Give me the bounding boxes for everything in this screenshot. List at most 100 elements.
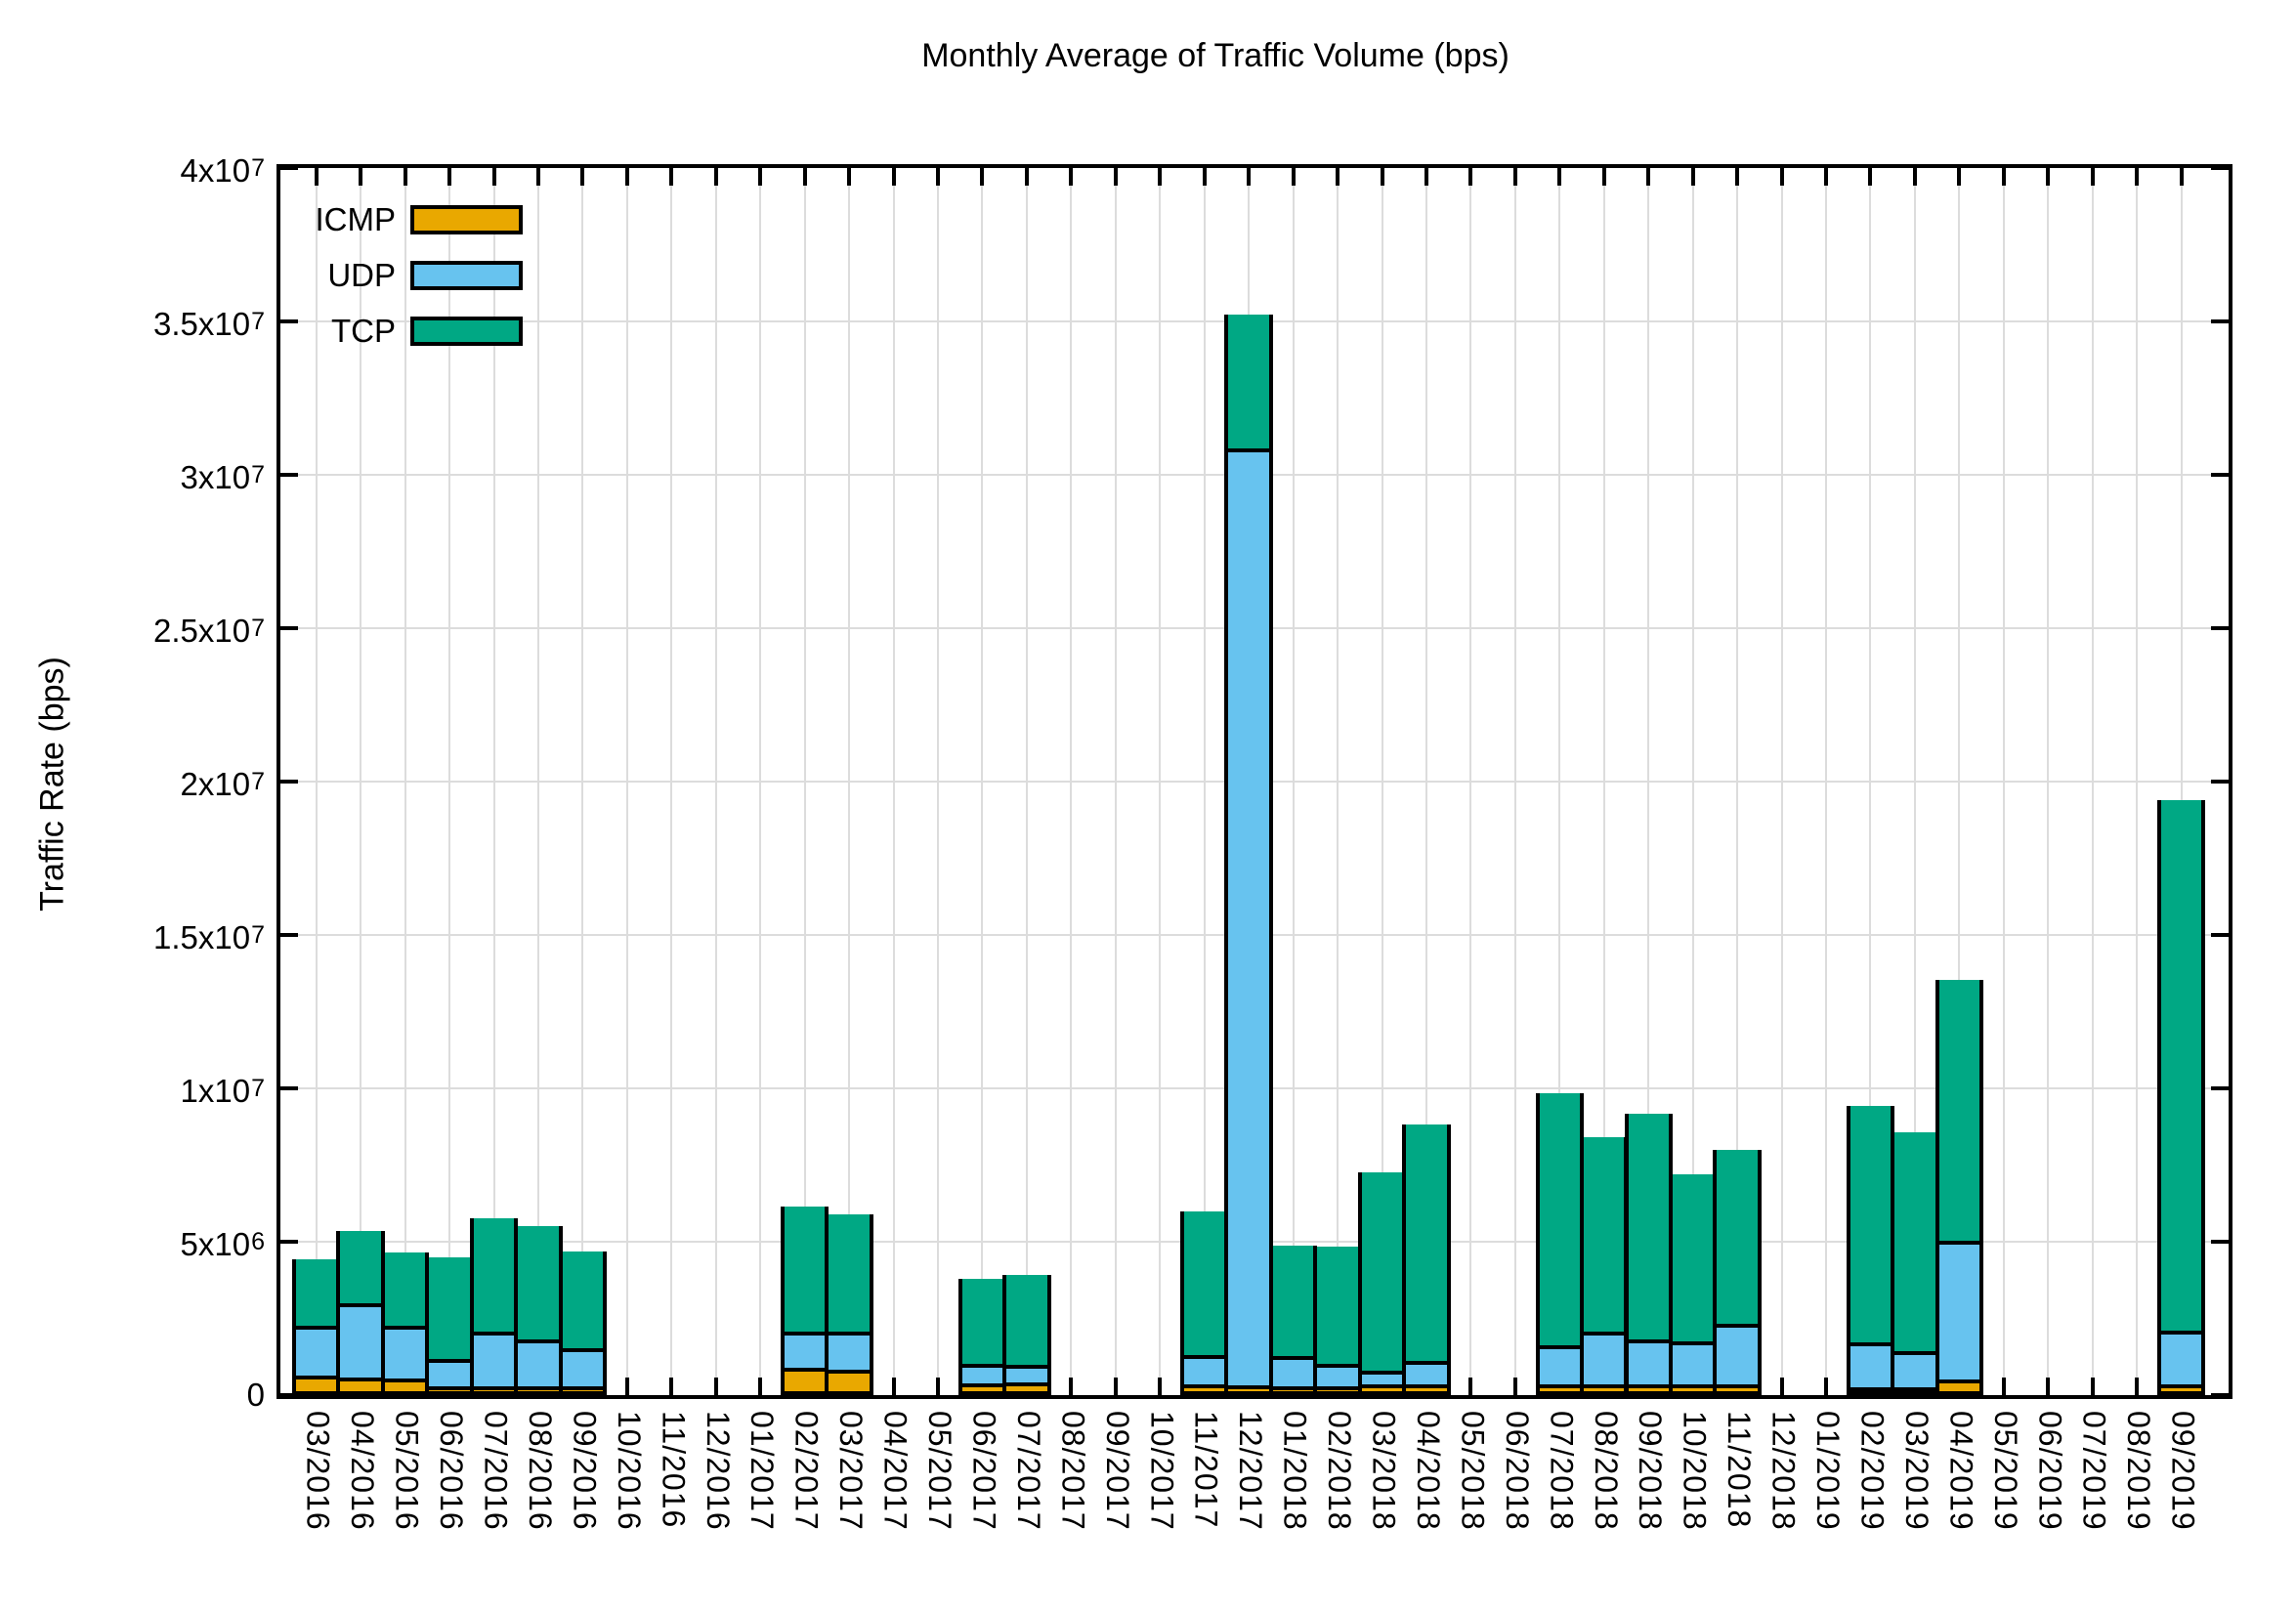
v-gridline (625, 168, 628, 1395)
x-tick-mark-top (936, 168, 941, 186)
v-gridline (1469, 168, 1472, 1395)
segment-border (429, 1385, 470, 1390)
bar-03/2019 (1891, 1131, 1939, 1395)
y-tick-mark-left (280, 1240, 298, 1244)
x-tick-mark-top (1735, 168, 1740, 186)
v-gridline (404, 168, 406, 1395)
x-tick-mark-top (891, 168, 896, 186)
bar-segment-udp (1938, 1243, 1980, 1381)
bar-segment-tcp (1628, 1114, 1669, 1342)
segment-border (1894, 1387, 1935, 1392)
y-tick-mark-right (2211, 780, 2229, 784)
y-tick-mark-right (2211, 319, 2229, 323)
bar-segment-tcp (1584, 1137, 1625, 1334)
v-gridline (581, 168, 584, 1395)
y-tick-mark-right (2211, 1240, 2229, 1244)
x-tick-mark-top (2179, 168, 2184, 186)
bar-segment-tcp (1228, 314, 1269, 450)
x-tick-label: 03/2019 (1898, 1411, 1935, 1531)
bar-10/2018 (1668, 1174, 1718, 1395)
segment-border (1672, 1383, 1714, 1388)
x-tick-label: 06/2019 (2032, 1411, 2068, 1531)
segment-border (518, 1385, 559, 1390)
v-gridline (1025, 168, 1028, 1395)
x-tick-mark-top (669, 168, 674, 186)
segment-border (340, 1378, 381, 1382)
x-tick-mark-top (535, 168, 540, 186)
x-tick-mark-top (758, 168, 763, 186)
bar-11/2017 (1180, 1210, 1229, 1395)
y-tick-label: 1x107 (180, 1073, 265, 1109)
bar-segment-udp (961, 1365, 1003, 1386)
segment-border (1406, 1383, 1447, 1388)
bar-04/2016 (336, 1231, 385, 1395)
x-tick-label: 10/2016 (611, 1411, 647, 1531)
bar-segment-udp (384, 1328, 426, 1381)
x-tick-label: 06/2018 (1499, 1411, 1535, 1531)
segment-border (1938, 1379, 1980, 1383)
x-tick-label: 01/2018 (1277, 1411, 1313, 1531)
x-tick-mark-top (1424, 168, 1428, 186)
x-tick-mark-top (1202, 168, 1207, 186)
segment-border (1361, 1383, 1403, 1388)
v-gridline (892, 168, 895, 1395)
bar-02/2018 (1313, 1247, 1362, 1395)
x-tick-label: 10/2017 (1144, 1411, 1180, 1531)
y-tick-mark-left (280, 1393, 298, 1397)
x-tick-mark-top (359, 168, 363, 186)
bar-03/2017 (825, 1214, 873, 1395)
segment-border (429, 1358, 470, 1363)
x-tick-label: 01/2017 (744, 1411, 781, 1531)
v-gridline (759, 168, 762, 1395)
segment-border (1006, 1364, 1047, 1369)
v-gridline (2180, 168, 2183, 1395)
x-tick-mark-top (1158, 168, 1163, 186)
x-tick-label: 02/2019 (1854, 1411, 1891, 1531)
bar-segment-udp (1406, 1363, 1447, 1386)
x-tick-mark-top (1336, 168, 1340, 186)
y-tick-label: 2x107 (180, 766, 265, 802)
bar-11/2018 (1713, 1149, 1762, 1395)
bar-segment-udp (1272, 1358, 1314, 1388)
x-tick-label: 12/2017 (1233, 1411, 1269, 1531)
bar-segment-tcp (1894, 1132, 1935, 1354)
x-tick-label: 02/2018 (1322, 1411, 1358, 1531)
bar-segment-tcp (1672, 1174, 1714, 1344)
y-tick-label: 0 (246, 1377, 265, 1413)
legend-label-udp: UDP (327, 257, 396, 293)
segment-border (784, 1331, 826, 1336)
x-tick-mark-bottom (1824, 1378, 1829, 1395)
y-tick-mark-left (280, 626, 298, 630)
x-tick-mark-bottom (1779, 1378, 1784, 1395)
bar-segment-tcp (562, 1251, 604, 1350)
v-gridline (670, 168, 673, 1395)
segment-border (829, 1369, 870, 1374)
x-tick-label: 07/2017 (1010, 1411, 1046, 1531)
bar-segment-icmp (1672, 1385, 1714, 1391)
x-tick-label: 09/2018 (1633, 1411, 1669, 1531)
x-tick-mark-top (1291, 168, 1296, 186)
bar-segment-udp (1894, 1353, 1935, 1390)
legend-label-tcp: TCP (331, 313, 396, 349)
x-tick-label: 11/2018 (1722, 1411, 1758, 1529)
x-tick-mark-top (1690, 168, 1695, 186)
segment-border (1272, 1356, 1314, 1361)
x-tick-mark-top (1646, 168, 1651, 186)
bar-segment-udp (473, 1333, 515, 1388)
v-gridline (981, 168, 984, 1395)
x-tick-mark-top (1113, 168, 1118, 186)
x-tick-mark-top (1247, 168, 1252, 186)
segment-border (1672, 1341, 1714, 1346)
bar-07/2018 (1535, 1093, 1585, 1395)
x-tick-label: 01/2019 (1810, 1411, 1847, 1531)
v-gridline (536, 168, 539, 1395)
segment-border (1894, 1351, 1935, 1356)
x-tick-label: 05/2019 (1987, 1411, 2023, 1531)
x-tick-label: 03/2016 (300, 1411, 336, 1531)
x-tick-mark-bottom (669, 1378, 674, 1395)
bar-segment-udp (1717, 1326, 1758, 1386)
segment-border (829, 1331, 870, 1336)
bar-07/2017 (1002, 1275, 1051, 1395)
bar-segment-tcp (1317, 1247, 1358, 1366)
v-gridline (1647, 168, 1650, 1395)
